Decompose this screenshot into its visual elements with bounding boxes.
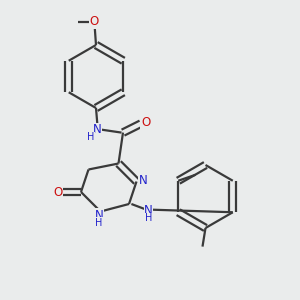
Text: H: H	[87, 132, 94, 142]
Text: H: H	[95, 218, 103, 228]
Text: N: N	[93, 123, 102, 136]
Text: O: O	[90, 15, 99, 28]
Text: N: N	[94, 208, 103, 222]
Text: N: N	[144, 204, 153, 217]
Text: O: O	[53, 185, 62, 199]
Text: O: O	[141, 116, 150, 129]
Text: N: N	[139, 174, 148, 187]
Text: H: H	[145, 213, 152, 224]
